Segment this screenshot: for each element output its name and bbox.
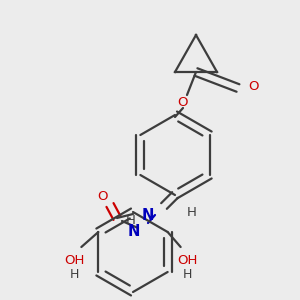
Text: O: O [248, 80, 259, 92]
Text: N: N [128, 224, 140, 238]
Text: H: H [187, 206, 197, 220]
Text: O: O [178, 95, 188, 109]
Text: OH: OH [64, 254, 85, 266]
Text: H: H [183, 268, 192, 281]
Text: O: O [97, 190, 107, 203]
Text: OH: OH [178, 254, 198, 266]
Text: H: H [70, 268, 79, 281]
Text: H: H [126, 214, 136, 226]
Text: N: N [142, 208, 154, 224]
